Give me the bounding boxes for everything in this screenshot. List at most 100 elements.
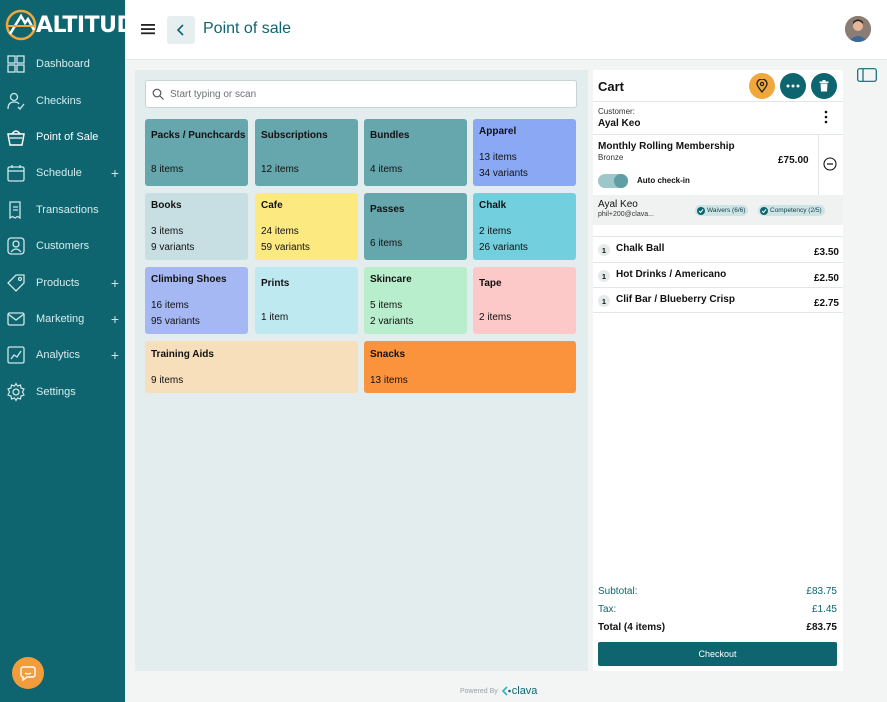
category-tile-books[interactable]: Books 3 items 9 variants bbox=[145, 193, 248, 260]
item-name: Hot Drinks / Americano bbox=[616, 269, 727, 280]
category-tile-subscriptions[interactable]: Subscriptions 12 items bbox=[255, 119, 358, 186]
category-tile-packs-punchcards[interactable]: Packs / Punchcards 8 items bbox=[145, 119, 248, 186]
search-icon bbox=[152, 88, 164, 100]
divider bbox=[593, 134, 843, 135]
item-quantity[interactable]: 1 bbox=[598, 244, 610, 256]
sidebar-item-analytics[interactable]: Analytics + bbox=[0, 341, 125, 369]
category-tile-snacks[interactable]: Snacks 13 items bbox=[364, 341, 576, 393]
clear-cart-button[interactable] bbox=[811, 73, 837, 99]
category-item-count: 3 items bbox=[151, 226, 184, 237]
user-avatar[interactable] bbox=[845, 16, 871, 42]
category-variant-count: 26 variants bbox=[479, 242, 528, 253]
check-icon bbox=[697, 206, 705, 215]
top-bar: Point of sale bbox=[125, 0, 887, 60]
divider bbox=[593, 236, 843, 237]
category-item-count: 13 items bbox=[370, 375, 408, 386]
location-pin-icon bbox=[756, 79, 768, 93]
sidebar-item-schedule[interactable]: Schedule + bbox=[0, 159, 125, 187]
tax-label: Tax: bbox=[598, 604, 617, 615]
sidebar-item-label: Customers bbox=[36, 240, 90, 252]
sidebar-item-marketing[interactable]: Marketing + bbox=[0, 305, 125, 333]
total-label: Total (4 items) bbox=[598, 622, 666, 633]
category-tile-chalk[interactable]: Chalk 2 items 26 variants bbox=[473, 193, 576, 260]
receipt-icon bbox=[9, 201, 21, 220]
category-tile-skincare[interactable]: Skincare 5 items 2 variants bbox=[364, 267, 467, 334]
category-name: Bundles bbox=[370, 130, 410, 141]
category-item-count: 9 items bbox=[151, 375, 184, 386]
sidebar-item-point-of-sale[interactable]: Point of Sale bbox=[0, 123, 125, 151]
item-price: £2.50 bbox=[813, 273, 839, 284]
chat-button[interactable] bbox=[12, 657, 44, 689]
menu-icon[interactable] bbox=[141, 22, 155, 36]
page-title: Point of sale bbox=[203, 20, 292, 37]
waivers-badge: Waivers (6/6) bbox=[695, 205, 749, 216]
category-tile-passes[interactable]: Passes 6 items bbox=[364, 193, 467, 260]
auto-checkin-toggle[interactable] bbox=[598, 174, 628, 188]
sidebar-toggle-icon[interactable] bbox=[857, 68, 877, 82]
category-variant-count: 95 variants bbox=[151, 316, 200, 327]
expand-icon[interactable]: + bbox=[110, 165, 119, 181]
checkout-button[interactable]: Checkout bbox=[598, 642, 837, 666]
sidebar-item-label: Point of Sale bbox=[36, 131, 99, 143]
competency-badge-label: Competency (2/5) bbox=[770, 207, 822, 214]
category-item-count: 6 items bbox=[370, 238, 403, 249]
user-icon bbox=[7, 237, 25, 255]
expand-icon[interactable]: + bbox=[110, 311, 119, 327]
dashboard-icon bbox=[7, 55, 25, 73]
category-tile-bundles[interactable]: Bundles 4 items bbox=[364, 119, 467, 186]
location-button[interactable] bbox=[749, 73, 775, 99]
category-name: Prints bbox=[261, 278, 290, 289]
avatar-image bbox=[845, 16, 871, 42]
category-item-count: 4 items bbox=[370, 164, 403, 175]
sidebar-item-label: Products bbox=[36, 277, 80, 289]
sidebar-item-checkins[interactable]: Checkins bbox=[0, 87, 125, 115]
more-options-button[interactable] bbox=[780, 73, 806, 99]
category-tile-prints[interactable]: Prints 1 item bbox=[255, 267, 358, 334]
category-item-count: 24 items bbox=[261, 226, 299, 237]
sidebar-item-transactions[interactable]: Transactions bbox=[0, 196, 125, 224]
divider bbox=[593, 287, 843, 288]
category-item-count: 16 items bbox=[151, 300, 189, 311]
subtotal-value: £83.75 bbox=[806, 586, 837, 597]
search-bar bbox=[145, 80, 577, 108]
category-tile-tape[interactable]: Tape 2 items bbox=[473, 267, 576, 334]
customer-menu-icon[interactable] bbox=[821, 110, 831, 124]
member-row: Ayal Keo phil+200@clava... Waivers (6/6)… bbox=[593, 195, 843, 225]
cart-item-row[interactable]: 1 Chalk Ball £3.50 bbox=[593, 237, 843, 262]
category-name: Apparel bbox=[479, 126, 517, 137]
calendar-icon bbox=[7, 165, 25, 182]
search-input[interactable] bbox=[170, 88, 570, 100]
category-item-count: 2 items bbox=[479, 312, 512, 323]
item-quantity[interactable]: 1 bbox=[598, 270, 610, 282]
category-tile-apparel[interactable]: Apparel 13 items 34 variants bbox=[473, 119, 576, 186]
category-tile-cafe[interactable]: Cafe 24 items 59 variants bbox=[255, 193, 358, 260]
expand-icon[interactable]: + bbox=[110, 275, 119, 291]
category-tile-climbing-shoes[interactable]: Climbing Shoes 16 items 95 variants bbox=[145, 267, 248, 334]
membership-price: £75.00 bbox=[778, 155, 809, 166]
item-quantity[interactable]: 1 bbox=[598, 295, 610, 307]
cart-item-row[interactable]: 1 Hot Drinks / Americano £2.50 bbox=[593, 263, 843, 288]
waivers-badge-label: Waivers (6/6) bbox=[707, 207, 746, 214]
sidebar-item-settings[interactable]: Settings bbox=[0, 378, 125, 406]
category-name: Climbing Shoes bbox=[151, 274, 227, 285]
sidebar-item-products[interactable]: Products + bbox=[0, 269, 125, 297]
trash-icon bbox=[819, 80, 829, 92]
sidebar: ALTITUDE Dashboard Checkins Point of Sale S… bbox=[0, 0, 149, 702]
remove-item-icon[interactable] bbox=[823, 157, 837, 171]
category-variant-count: 59 variants bbox=[261, 242, 310, 253]
customer-name[interactable]: Ayal Keo bbox=[598, 118, 641, 129]
expand-icon[interactable]: + bbox=[110, 347, 119, 363]
sidebar-item-customers[interactable]: Customers bbox=[0, 232, 125, 260]
item-price: £3.50 bbox=[813, 247, 839, 258]
chart-icon bbox=[7, 346, 25, 364]
back-button[interactable] bbox=[167, 16, 195, 44]
category-tile-training-aids[interactable]: Training Aids 9 items bbox=[145, 341, 358, 393]
chevron-left-icon bbox=[176, 24, 184, 36]
category-name: Skincare bbox=[370, 274, 412, 285]
sidebar-item-dashboard[interactable]: Dashboard bbox=[0, 50, 125, 78]
category-name: Chalk bbox=[479, 200, 507, 211]
sidebar-item-label: Checkins bbox=[36, 95, 82, 107]
item-name: Clif Bar / Blueberry Crisp bbox=[616, 294, 735, 305]
cart-item-row[interactable]: 1 Clif Bar / Blueberry Crisp £2.75 bbox=[593, 288, 843, 313]
category-name: Training Aids bbox=[151, 349, 214, 360]
